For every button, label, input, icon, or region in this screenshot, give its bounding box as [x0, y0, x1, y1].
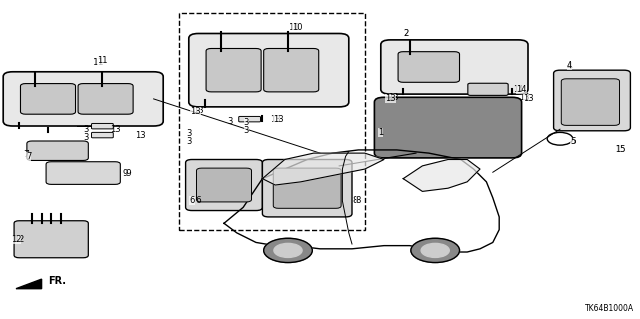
Text: 11: 11 [97, 56, 108, 65]
FancyBboxPatch shape [273, 168, 341, 208]
Text: 14: 14 [513, 85, 524, 94]
FancyBboxPatch shape [239, 116, 260, 122]
FancyBboxPatch shape [561, 79, 620, 125]
Text: 4: 4 [567, 63, 572, 71]
Text: 13: 13 [523, 94, 533, 103]
FancyBboxPatch shape [398, 52, 460, 82]
Bar [179, 13, 365, 230]
Text: 14: 14 [516, 85, 527, 94]
Text: 11: 11 [93, 58, 105, 67]
Text: 9: 9 [125, 169, 131, 178]
FancyBboxPatch shape [46, 162, 120, 184]
Circle shape [421, 243, 449, 257]
FancyBboxPatch shape [189, 33, 349, 107]
Text: 13: 13 [520, 93, 530, 102]
FancyBboxPatch shape [468, 83, 508, 95]
Text: 7: 7 [23, 150, 28, 159]
Text: 5: 5 [570, 137, 575, 146]
Text: 13: 13 [190, 107, 200, 116]
FancyBboxPatch shape [196, 168, 252, 202]
Polygon shape [262, 153, 384, 185]
Text: 3: 3 [186, 137, 191, 146]
Text: 15: 15 [616, 145, 626, 154]
Text: 12: 12 [13, 235, 25, 244]
Text: 1: 1 [378, 128, 383, 137]
FancyBboxPatch shape [92, 123, 113, 129]
Text: 13: 13 [136, 131, 146, 140]
Polygon shape [16, 279, 42, 289]
Text: 1: 1 [378, 128, 383, 137]
Text: 13: 13 [388, 93, 399, 102]
Circle shape [264, 238, 312, 263]
FancyBboxPatch shape [3, 72, 163, 126]
FancyBboxPatch shape [374, 97, 522, 158]
FancyBboxPatch shape [186, 160, 262, 211]
Text: 9: 9 [122, 169, 127, 178]
Text: 3: 3 [228, 117, 233, 126]
Text: 13: 13 [193, 106, 204, 115]
Text: 3: 3 [244, 118, 249, 127]
Text: 13: 13 [273, 115, 284, 124]
Text: 13: 13 [110, 125, 120, 134]
FancyBboxPatch shape [27, 141, 88, 160]
Circle shape [411, 238, 460, 263]
FancyBboxPatch shape [264, 48, 319, 92]
Text: 2: 2 [404, 29, 409, 38]
Text: 3: 3 [84, 125, 89, 134]
FancyBboxPatch shape [381, 40, 528, 94]
Text: 3: 3 [84, 133, 89, 142]
Text: 10: 10 [289, 23, 300, 32]
Circle shape [274, 243, 302, 257]
Text: TK64B1000A: TK64B1000A [584, 304, 634, 313]
Text: 3: 3 [186, 130, 191, 138]
Text: 6: 6 [196, 197, 201, 205]
Text: 5: 5 [570, 137, 575, 146]
FancyBboxPatch shape [92, 132, 113, 138]
Text: 13: 13 [270, 115, 280, 124]
Text: 15: 15 [615, 145, 627, 154]
Text: 3: 3 [244, 126, 249, 135]
FancyBboxPatch shape [206, 48, 261, 92]
Text: 7: 7 [26, 152, 31, 161]
Polygon shape [403, 160, 480, 191]
Text: 8: 8 [356, 197, 361, 205]
FancyBboxPatch shape [262, 160, 352, 217]
Text: 2: 2 [404, 29, 409, 38]
Text: 13: 13 [385, 94, 396, 103]
Text: 8: 8 [353, 197, 358, 205]
FancyBboxPatch shape [78, 84, 133, 114]
Text: 4: 4 [567, 61, 572, 70]
Text: 6: 6 [189, 197, 195, 205]
Text: 12: 12 [11, 235, 21, 244]
FancyBboxPatch shape [14, 221, 88, 258]
FancyBboxPatch shape [554, 70, 630, 131]
Text: 10: 10 [292, 23, 303, 32]
Text: FR.: FR. [48, 276, 66, 286]
FancyBboxPatch shape [20, 84, 76, 114]
